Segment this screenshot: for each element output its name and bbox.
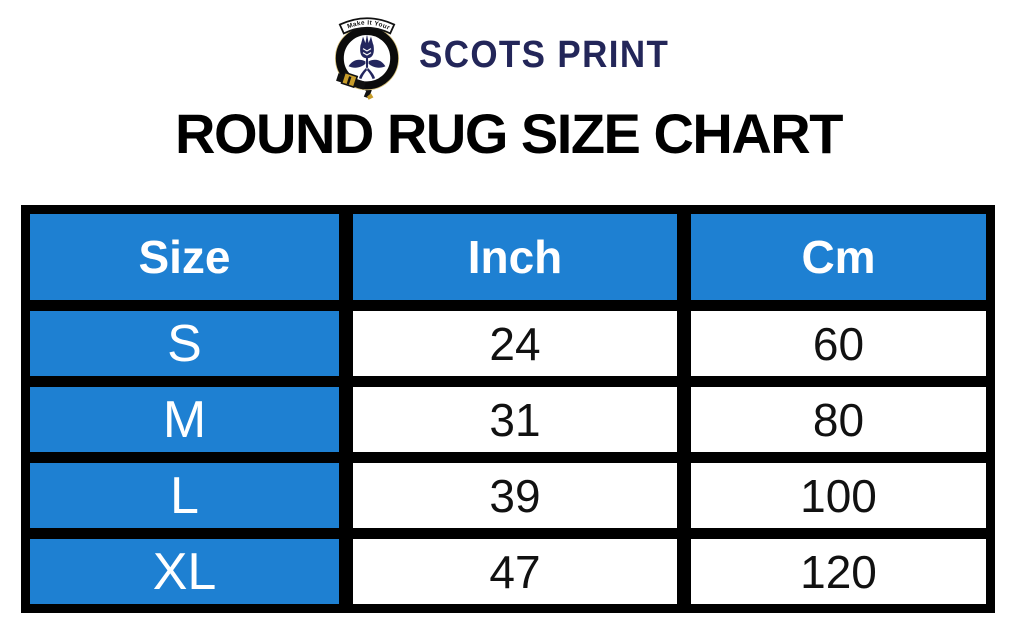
thistle-icon <box>348 34 385 79</box>
column-header-size: Size <box>30 214 339 300</box>
brand-header: Make It Yours SCOTS PRINT <box>0 10 1017 100</box>
crest-buckle <box>335 71 366 90</box>
cm-cell-l: 100 <box>691 463 986 528</box>
cm-cell-m: 80 <box>691 387 986 452</box>
size-cell-s: S <box>30 311 339 376</box>
size-cell-m: M <box>30 387 339 452</box>
clan-crest-logo-icon: Make It Yours <box>327 10 399 100</box>
inch-cell-s: 24 <box>353 311 677 376</box>
column-header-cm: Cm <box>691 214 986 300</box>
crest-strap-tip <box>366 93 373 100</box>
size-cell-xl: XL <box>30 539 339 604</box>
thistle-detail2 <box>362 52 371 56</box>
size-chart-table: Size Inch Cm S 24 60 M 31 80 L 39 100 XL… <box>21 205 995 613</box>
cm-cell-s: 60 <box>691 311 986 376</box>
inch-cell-xl: 47 <box>353 539 677 604</box>
brand-name: SCOTS PRINT <box>418 33 669 76</box>
page-title: ROUND RUG SIZE CHART <box>175 102 843 165</box>
inch-cell-l: 39 <box>353 463 677 528</box>
cm-cell-xl: 120 <box>691 539 986 604</box>
inch-cell-m: 31 <box>353 387 677 452</box>
thistle-detail <box>362 48 371 52</box>
size-cell-l: L <box>30 463 339 528</box>
column-header-inch: Inch <box>353 214 677 300</box>
